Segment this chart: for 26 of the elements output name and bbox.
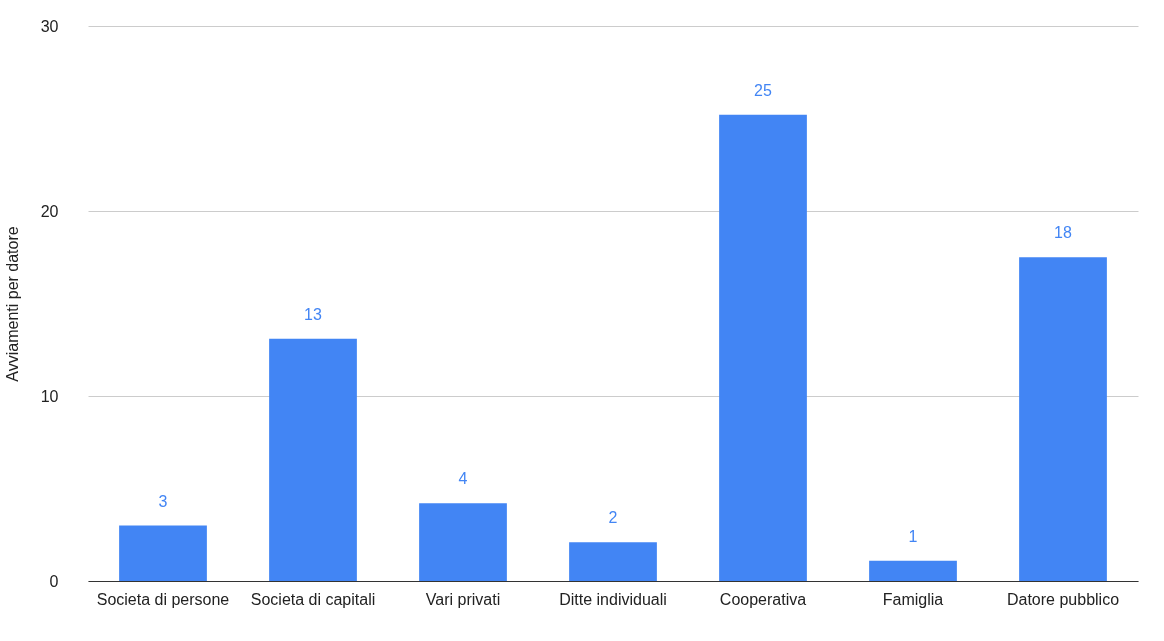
data-label: 4 <box>458 470 468 488</box>
data-label: 3 <box>158 492 168 510</box>
y-tick-label: 20 <box>40 202 59 220</box>
bar <box>719 114 807 581</box>
x-tick-label: Famiglia <box>882 590 944 608</box>
y-tick-label: 30 <box>40 17 59 35</box>
data-label: 18 <box>1054 224 1072 242</box>
bar <box>269 338 357 581</box>
x-tick-label: Datore pubblico <box>1006 590 1120 608</box>
x-tick-label: Societa di capitali <box>250 590 376 608</box>
y-axis-title: Avviamenti per datore <box>3 226 21 382</box>
y-tick-label: 0 <box>49 572 59 590</box>
bar <box>119 525 207 581</box>
x-tick-label: Cooperativa <box>719 590 807 608</box>
x-tick-label: Societa di persone <box>96 590 230 608</box>
x-tick-label: Ditte individuali <box>559 590 667 608</box>
bar <box>869 560 957 581</box>
bar <box>1019 257 1107 581</box>
data-label: 13 <box>304 305 322 323</box>
bar <box>569 542 657 581</box>
data-label: 25 <box>754 81 772 99</box>
data-label: 2 <box>608 509 618 527</box>
x-tick-label: Vari privati <box>425 590 501 608</box>
bar <box>419 503 507 581</box>
y-tick-label: 10 <box>40 387 59 405</box>
data-label: 1 <box>908 527 918 545</box>
